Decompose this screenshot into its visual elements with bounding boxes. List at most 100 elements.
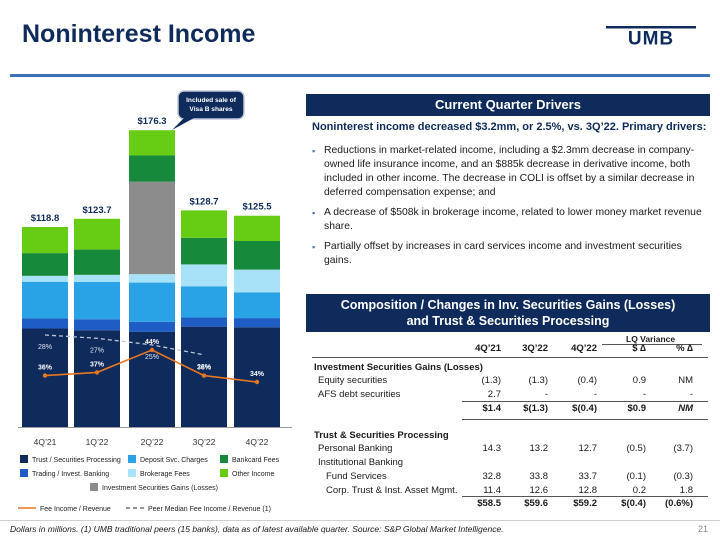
x-tick-label: 1Q’22 [86, 437, 109, 447]
bar-total-label: $123.7 [82, 205, 111, 216]
lq-variance-header: LQ Variance [312, 334, 708, 348]
table-cell: 0.2 [632, 485, 646, 496]
fee-income-ratio-point [149, 347, 155, 353]
table-cell: (0.3) [673, 471, 693, 482]
section-total-row: $58.5 $59.6 $59.2 $(0.4) (0.6%) [312, 498, 708, 512]
legend-label: Trust / Securities Processing [32, 457, 121, 464]
bar-segment-trading-invest-banking [22, 318, 68, 329]
table-cell: (0.6%) [665, 498, 693, 509]
fee-income-ratio-label: 44% [145, 339, 160, 346]
lq-variance-label: LQ Variance [626, 334, 676, 344]
bar-segment-other-income [22, 227, 68, 254]
drivers-header: Current Quarter Drivers [306, 94, 710, 116]
composition-header-line2: and Trust & Securities Processing [406, 314, 610, 328]
bar-total-label: $176.3 [137, 116, 166, 127]
row-label: Personal Banking [318, 443, 393, 454]
bar-segment-deposit-svc-charges [234, 292, 280, 319]
table-cell: $1.4 [482, 403, 502, 414]
bar-total-label: $128.7 [189, 196, 218, 207]
table-cell: (0.5) [626, 443, 646, 454]
table-cell: 32.8 [482, 471, 502, 482]
bar-segment-brokerage-fees [234, 269, 280, 293]
legend-swatch [128, 469, 136, 477]
title-rule [10, 74, 710, 77]
table-cell: 4Q’22 [571, 343, 597, 354]
table-divider [462, 419, 708, 420]
page-number: 21 [697, 524, 708, 534]
table-cell: $59.6 [524, 498, 548, 509]
bar-segment-investment-securities-gains-losses- [129, 181, 175, 275]
table-cell: 12.7 [578, 443, 598, 454]
bar-segment-bankcard-fees [22, 253, 68, 276]
table-cell: - [642, 389, 646, 400]
table-cell: 14.3 [482, 443, 502, 454]
table-cell: NM [678, 403, 693, 414]
table-cell: NM [678, 375, 693, 386]
bar-segment-trading-invest-banking [181, 317, 227, 327]
driver-bullet: Partially offset by increases in card se… [312, 240, 704, 268]
table-cell: $(1.3) [523, 403, 548, 414]
bar-segment-brokerage-fees [74, 274, 120, 282]
legend-label: Bankcard Fees [232, 457, 280, 464]
row-label: Investment Securities Gains (Losses) [314, 362, 483, 373]
table-cell: 1.8 [679, 485, 693, 496]
bar-segment-other-income [181, 210, 227, 238]
table-cell: % ∆ [676, 343, 693, 354]
drivers-list: Reductions in market-related income, inc… [312, 144, 704, 274]
bar-total-label: $118.8 [31, 213, 60, 224]
legend-label: Peer Median Fee Income / Revenue (1) [148, 506, 271, 513]
table-cell: (1.3) [481, 375, 501, 386]
peer-median-line [44, 334, 205, 356]
legend-label: Other Income [232, 471, 275, 478]
logo-text: UMB [628, 29, 674, 47]
driver-bullet: Reductions in market-related income, inc… [312, 144, 704, 200]
legend-label: Trading / Invest. Banking [32, 471, 109, 478]
x-tick-label: 4Q’21 [34, 437, 57, 447]
fee-income-ratio-point [254, 379, 260, 385]
noninterest-income-chart: $118.8 4Q’21 $123.7 1Q’22 $176.3 2Q’22 $128.7 3… [18, 90, 292, 513]
fee-income-ratio-point [201, 373, 207, 378]
bar-segment-deposit-svc-charges [181, 286, 227, 318]
table-cell: 3Q’22 [522, 343, 548, 354]
legend-swatch [220, 455, 228, 463]
x-tick-label: 3Q’22 [193, 437, 216, 447]
fee-income-ratio-point [94, 370, 100, 375]
fee-income-ratio-label: 36% [197, 365, 212, 372]
callout-text: Included sale of [186, 97, 237, 104]
table-divider [462, 496, 708, 497]
bar-segment-bankcard-fees [129, 155, 175, 182]
legend-label: Brokerage Fees [140, 471, 190, 478]
table-cell: 12.6 [529, 485, 549, 496]
umb-logo: UMB [606, 26, 696, 46]
peer-median-label: 22% [197, 364, 211, 371]
table-divider [462, 401, 708, 402]
table-cell: 11.4 [483, 485, 501, 496]
bar-segment-brokerage-fees [129, 274, 175, 283]
fee-income-ratio-point [42, 373, 48, 378]
table-cell: - [544, 389, 548, 400]
drivers-intro: Noninterest income decreased $3.2mm, or … [312, 121, 707, 133]
table-row: Personal Banking 14.3 13.2 12.7 (0.5) (3.7) [312, 443, 708, 457]
table-cell: 12.8 [578, 485, 598, 496]
bar-segment-deposit-svc-charges [74, 281, 120, 320]
legend-label: Fee Income / Revenue [40, 506, 111, 513]
table-cell: (0.4) [577, 375, 597, 386]
composition-header-line1: Composition / Changes in Inv. Securities… [340, 298, 676, 312]
bar-segment-trading-invest-banking [234, 318, 280, 328]
bar-segment-bankcard-fees [234, 240, 280, 270]
bar-segment-other-income [74, 218, 120, 250]
bar-segment-deposit-svc-charges [129, 282, 175, 322]
table-cell: 33.7 [578, 471, 598, 482]
table-divider [602, 344, 702, 345]
legend-label: Deposit Svc. Charges [140, 457, 208, 464]
bar-segment-trust-securities-processing [129, 331, 175, 427]
table-row: AFS debt securities 2.7 - - - - [312, 389, 708, 403]
table-row: Fund Services 32.8 33.8 33.7 (0.1) (0.3) [312, 471, 708, 485]
table-cell: (1.3) [528, 375, 548, 386]
table-header-row: 4Q’21 3Q’22 4Q’22 $ ∆ % ∆ [312, 343, 708, 357]
table-cell: $58.5 [477, 498, 501, 509]
table-cell: $(0.4) [572, 403, 597, 414]
table-divider [312, 357, 708, 358]
bar-segment-deposit-svc-charges [22, 281, 68, 319]
composition-header: Composition / Changes in Inv. Securities… [306, 294, 710, 332]
